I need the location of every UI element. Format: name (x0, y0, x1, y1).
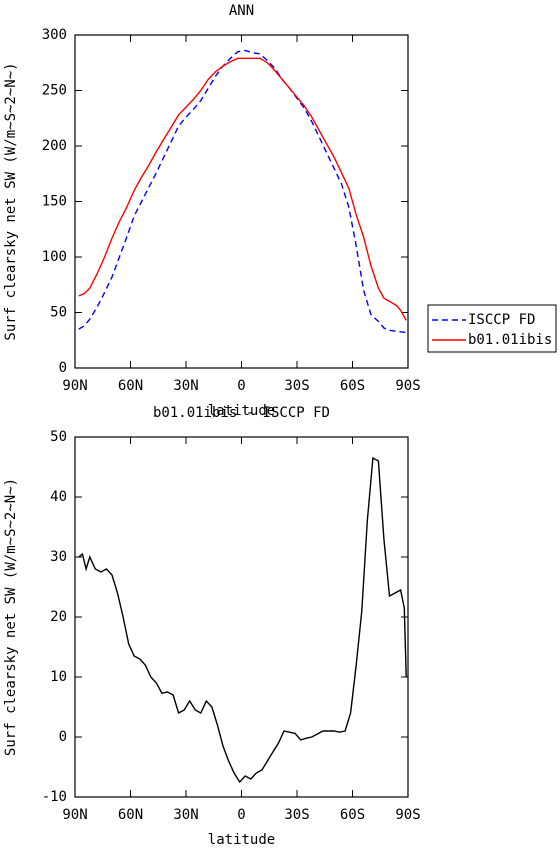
x-tick-label: 60S (340, 807, 365, 823)
data-line (78, 49, 407, 334)
x-tick-label: 30S (284, 378, 309, 394)
data-line (78, 456, 407, 784)
y-tick-label: 150 (42, 194, 67, 210)
y-axis-label: Surf clearsky net SW (W/m~S~2~N~) (3, 478, 19, 756)
x-tick-label: 90N (62, 378, 87, 394)
x-tick-label: 30N (173, 378, 198, 394)
legend-label: ISCCP FD (468, 312, 535, 328)
x-tick-label: 60N (118, 807, 143, 823)
y-tick-label: 0 (59, 729, 67, 745)
x-tick-label: 60N (118, 378, 143, 394)
x-tick-label: 60S (340, 378, 365, 394)
y-tick-label: 20 (50, 609, 67, 625)
y-tick-label: 0 (59, 360, 67, 376)
x-tick-label: 0 (237, 378, 245, 394)
y-tick-label: 50 (50, 305, 67, 321)
x-tick-label: 30N (173, 807, 198, 823)
y-tick-label: 30 (50, 549, 67, 565)
y-tick-label: 100 (42, 249, 67, 265)
plot-frame (74, 34, 409, 369)
chart-title: b01.01ibis - ISCCP FD (153, 405, 330, 421)
x-tick-label: 90S (395, 378, 420, 394)
x-axis-label: latitude (208, 403, 275, 419)
plot-frame (74, 436, 409, 798)
legend-label: b01.01ibis (468, 332, 552, 348)
y-tick-label: 40 (50, 489, 67, 505)
x-axis-label: latitude (208, 832, 275, 848)
x-tick-label: 30S (284, 807, 309, 823)
y-tick-label: -10 (42, 789, 67, 805)
y-tick-label: 300 (42, 27, 67, 43)
y-tick-label: 200 (42, 138, 67, 154)
y-tick-label: 50 (50, 429, 67, 445)
chart-title: ANN (229, 3, 254, 19)
legend-box (427, 304, 557, 353)
y-axis-label: Surf clearsky net SW (W/m~S~2~N~) (3, 62, 19, 340)
data-line (78, 57, 407, 321)
x-tick-label: 90N (62, 807, 87, 823)
y-tick-label: 10 (50, 669, 67, 685)
x-tick-label: 90S (395, 807, 420, 823)
y-tick-label: 250 (42, 83, 67, 99)
x-tick-label: 0 (237, 807, 245, 823)
